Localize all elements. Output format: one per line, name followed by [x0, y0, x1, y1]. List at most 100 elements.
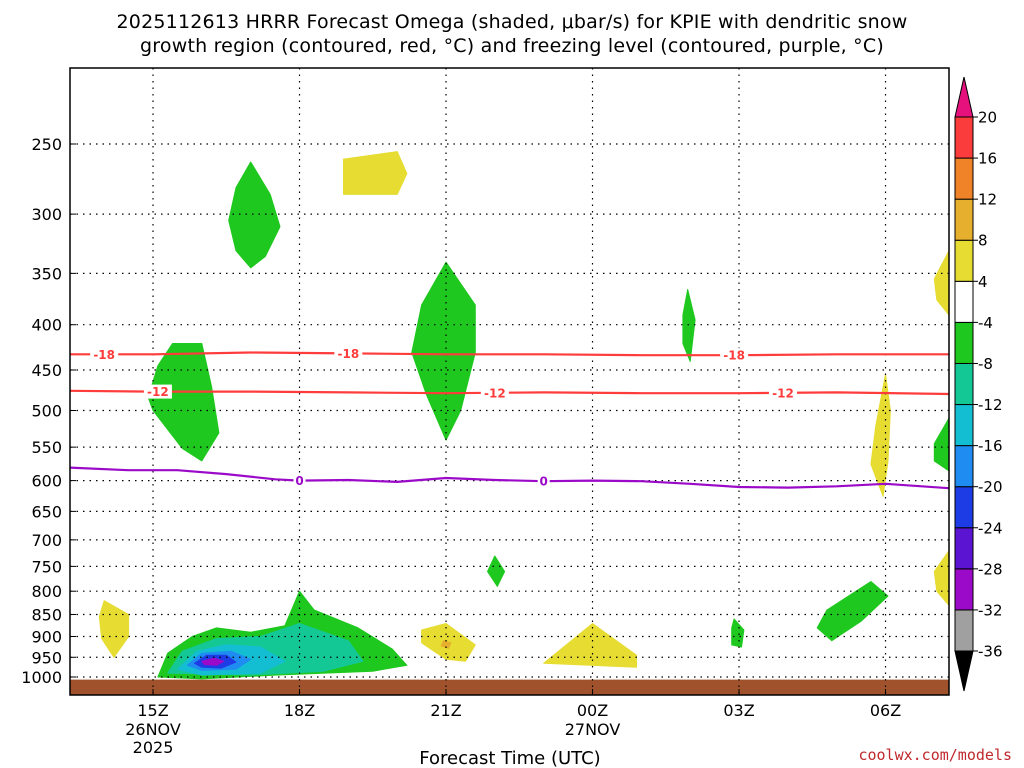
chart-title-line-1: 2025112613 HRRR Forecast Omega (shaded, … — [117, 11, 908, 33]
omega-region-green-03z-low — [731, 618, 745, 648]
y-tick-label-550: 550 — [31, 438, 62, 457]
gridlines — [70, 68, 949, 695]
omega-region-green-right-low — [816, 581, 889, 642]
y-tick-label-400: 400 — [31, 316, 62, 335]
contour-label-dgz-top-1: -18 — [338, 347, 360, 361]
colorbar-label-10: 8 — [978, 232, 988, 250]
colorbar-label-9: 4 — [978, 273, 988, 291]
colorbar-box-11 — [954, 157, 974, 200]
y-tick-label-750: 750 — [31, 557, 62, 576]
colorbar-label-6: -12 — [978, 396, 1003, 414]
y-tick-label-450: 450 — [31, 361, 62, 380]
chart-title-line-2: growth region (contoured, red, °C) and f… — [140, 35, 884, 57]
colorbar-label-8: -4 — [978, 314, 993, 332]
colorbar-box-6 — [954, 362, 974, 406]
contour-label-bg-freezing-level-0 — [293, 473, 306, 488]
contour-label-bg-dgz-top-1 — [334, 346, 363, 361]
colorbar-label-5: -16 — [978, 437, 1003, 455]
y-tick-label-700: 700 — [31, 531, 62, 550]
colorbar-box-0 — [954, 609, 974, 652]
colorbar: -36 -32 -28 -24 -20 -16 -12 -8 -4 4 8 12 16 20 — [954, 76, 1003, 692]
colorbar-label-4: -20 — [978, 478, 1003, 496]
omega-region-green-center-mid — [411, 261, 476, 441]
contour-label-bg-dgz-top-2 — [720, 348, 749, 363]
y-tick-label-950: 950 — [31, 648, 62, 667]
y-tick-label-800: 800 — [31, 582, 62, 601]
contour-label-dgz-bottom-2: -12 — [772, 386, 794, 400]
x-tick-label-00Z: 00Z — [577, 701, 608, 720]
plot-frame — [69, 67, 950, 696]
colorbar-box-9 — [954, 239, 974, 282]
y-tick-label-650: 650 — [31, 502, 62, 521]
y-tick-label-600: 600 — [31, 472, 62, 491]
omega-region-green-upper-left — [228, 161, 281, 269]
plot-area: -18 -18 -18 -12 -12 -12 0 0 250 300 350 400 450 500 5… — [21, 67, 950, 757]
y-tick-label-300: 300 — [31, 205, 62, 224]
omega-region-yellow-right-upper — [933, 250, 949, 316]
omega-region-yellow-top — [343, 151, 408, 195]
colorbar-label-11: 12 — [978, 191, 997, 209]
y-tick-label-500: 500 — [31, 402, 62, 421]
omega-region-yellow-left-low — [98, 600, 130, 658]
omega-region-purple-low — [201, 657, 225, 666]
contour-label-freezing-level-1: 0 — [540, 475, 548, 489]
y-tick-label-900: 900 — [31, 627, 62, 646]
y-tick-label-350: 350 — [31, 264, 62, 283]
colorbar-min-triangle — [954, 650, 974, 692]
colorbar-max-triangle — [954, 76, 974, 118]
contour-label-bg-dgz-top-0 — [90, 347, 119, 362]
colorbar-label-2: -28 — [978, 560, 1003, 578]
colorbar-box-1 — [954, 568, 974, 611]
contour-label-freezing-level-0: 0 — [295, 474, 303, 488]
omega-region-green-750 — [487, 555, 506, 587]
colorbar-label-12: 16 — [978, 150, 997, 168]
contour-label-bg-dgz-bottom-2 — [768, 385, 797, 400]
colorbar-label-7: -8 — [978, 355, 993, 373]
colorbar-box-7 — [954, 321, 974, 364]
colorbar-box-3 — [954, 486, 974, 529]
contour-label-dgz-top-2: -18 — [723, 349, 745, 363]
contour-label-bg-dgz-bottom-1 — [480, 385, 509, 400]
omega-shading — [98, 151, 949, 680]
x-tick-label-06Z: 06Z — [870, 701, 901, 720]
y-tick-label-250: 250 — [31, 135, 62, 154]
contour-label-dgz-bottom-0: -12 — [147, 385, 169, 399]
colorbar-box-8 — [954, 280, 974, 323]
x-axis-label: Forecast Time (UTC) — [419, 748, 600, 768]
colorbar-label-0: -36 — [978, 643, 1003, 661]
colorbar-label-13: 20 — [978, 109, 997, 127]
ground-layer — [70, 679, 949, 695]
colorbar-label-1: -32 — [978, 601, 1003, 619]
contour-dgz-top — [70, 351, 949, 357]
date-label-0-1: 2025 — [133, 738, 174, 757]
x-tick-label-21Z: 21Z — [430, 701, 461, 720]
ground-surface — [70, 679, 949, 695]
omega-region-yellow-right-low — [933, 550, 949, 606]
date-label-1-0: 27NOV — [565, 720, 621, 739]
y-tick-label-850: 850 — [31, 606, 62, 625]
omega-region-orange-dot-21z — [440, 640, 452, 649]
colorbar-box-12 — [954, 116, 974, 159]
contour-freezing-level — [70, 466, 949, 490]
omega-region-green-thin-02z — [682, 289, 696, 362]
colorbar-box-10 — [954, 198, 974, 241]
y-tick-label-1000: 1000 — [21, 668, 62, 687]
colorbar-box-2 — [954, 527, 974, 570]
contour-label-bg-freezing-level-1 — [537, 474, 550, 489]
colorbar-label-3: -24 — [978, 519, 1003, 537]
contour-lines: -18 -18 -18 -12 -12 -12 0 0 — [70, 346, 949, 490]
site-credit[interactable]: coolwx.com/models — [858, 746, 1012, 764]
omega-region-green-right-mid — [933, 417, 949, 472]
colorbar-box-4 — [954, 445, 974, 488]
omega-region-green-left-mid — [147, 343, 220, 462]
x-tick-label-03Z: 03Z — [723, 701, 754, 720]
contour-label-dgz-top-0: -18 — [93, 348, 115, 362]
y-axis: 250 300 350 400 450 500 550 600 650 700 750 800 850 9… — [21, 135, 76, 687]
colorbar-box-5 — [954, 404, 974, 447]
date-label-0-0: 26NOV — [125, 720, 181, 739]
x-tick-label-18Z: 18Z — [284, 701, 315, 720]
omega-region-yellow-00z-low — [543, 623, 637, 668]
x-tick-label-15Z: 15Z — [137, 701, 168, 720]
